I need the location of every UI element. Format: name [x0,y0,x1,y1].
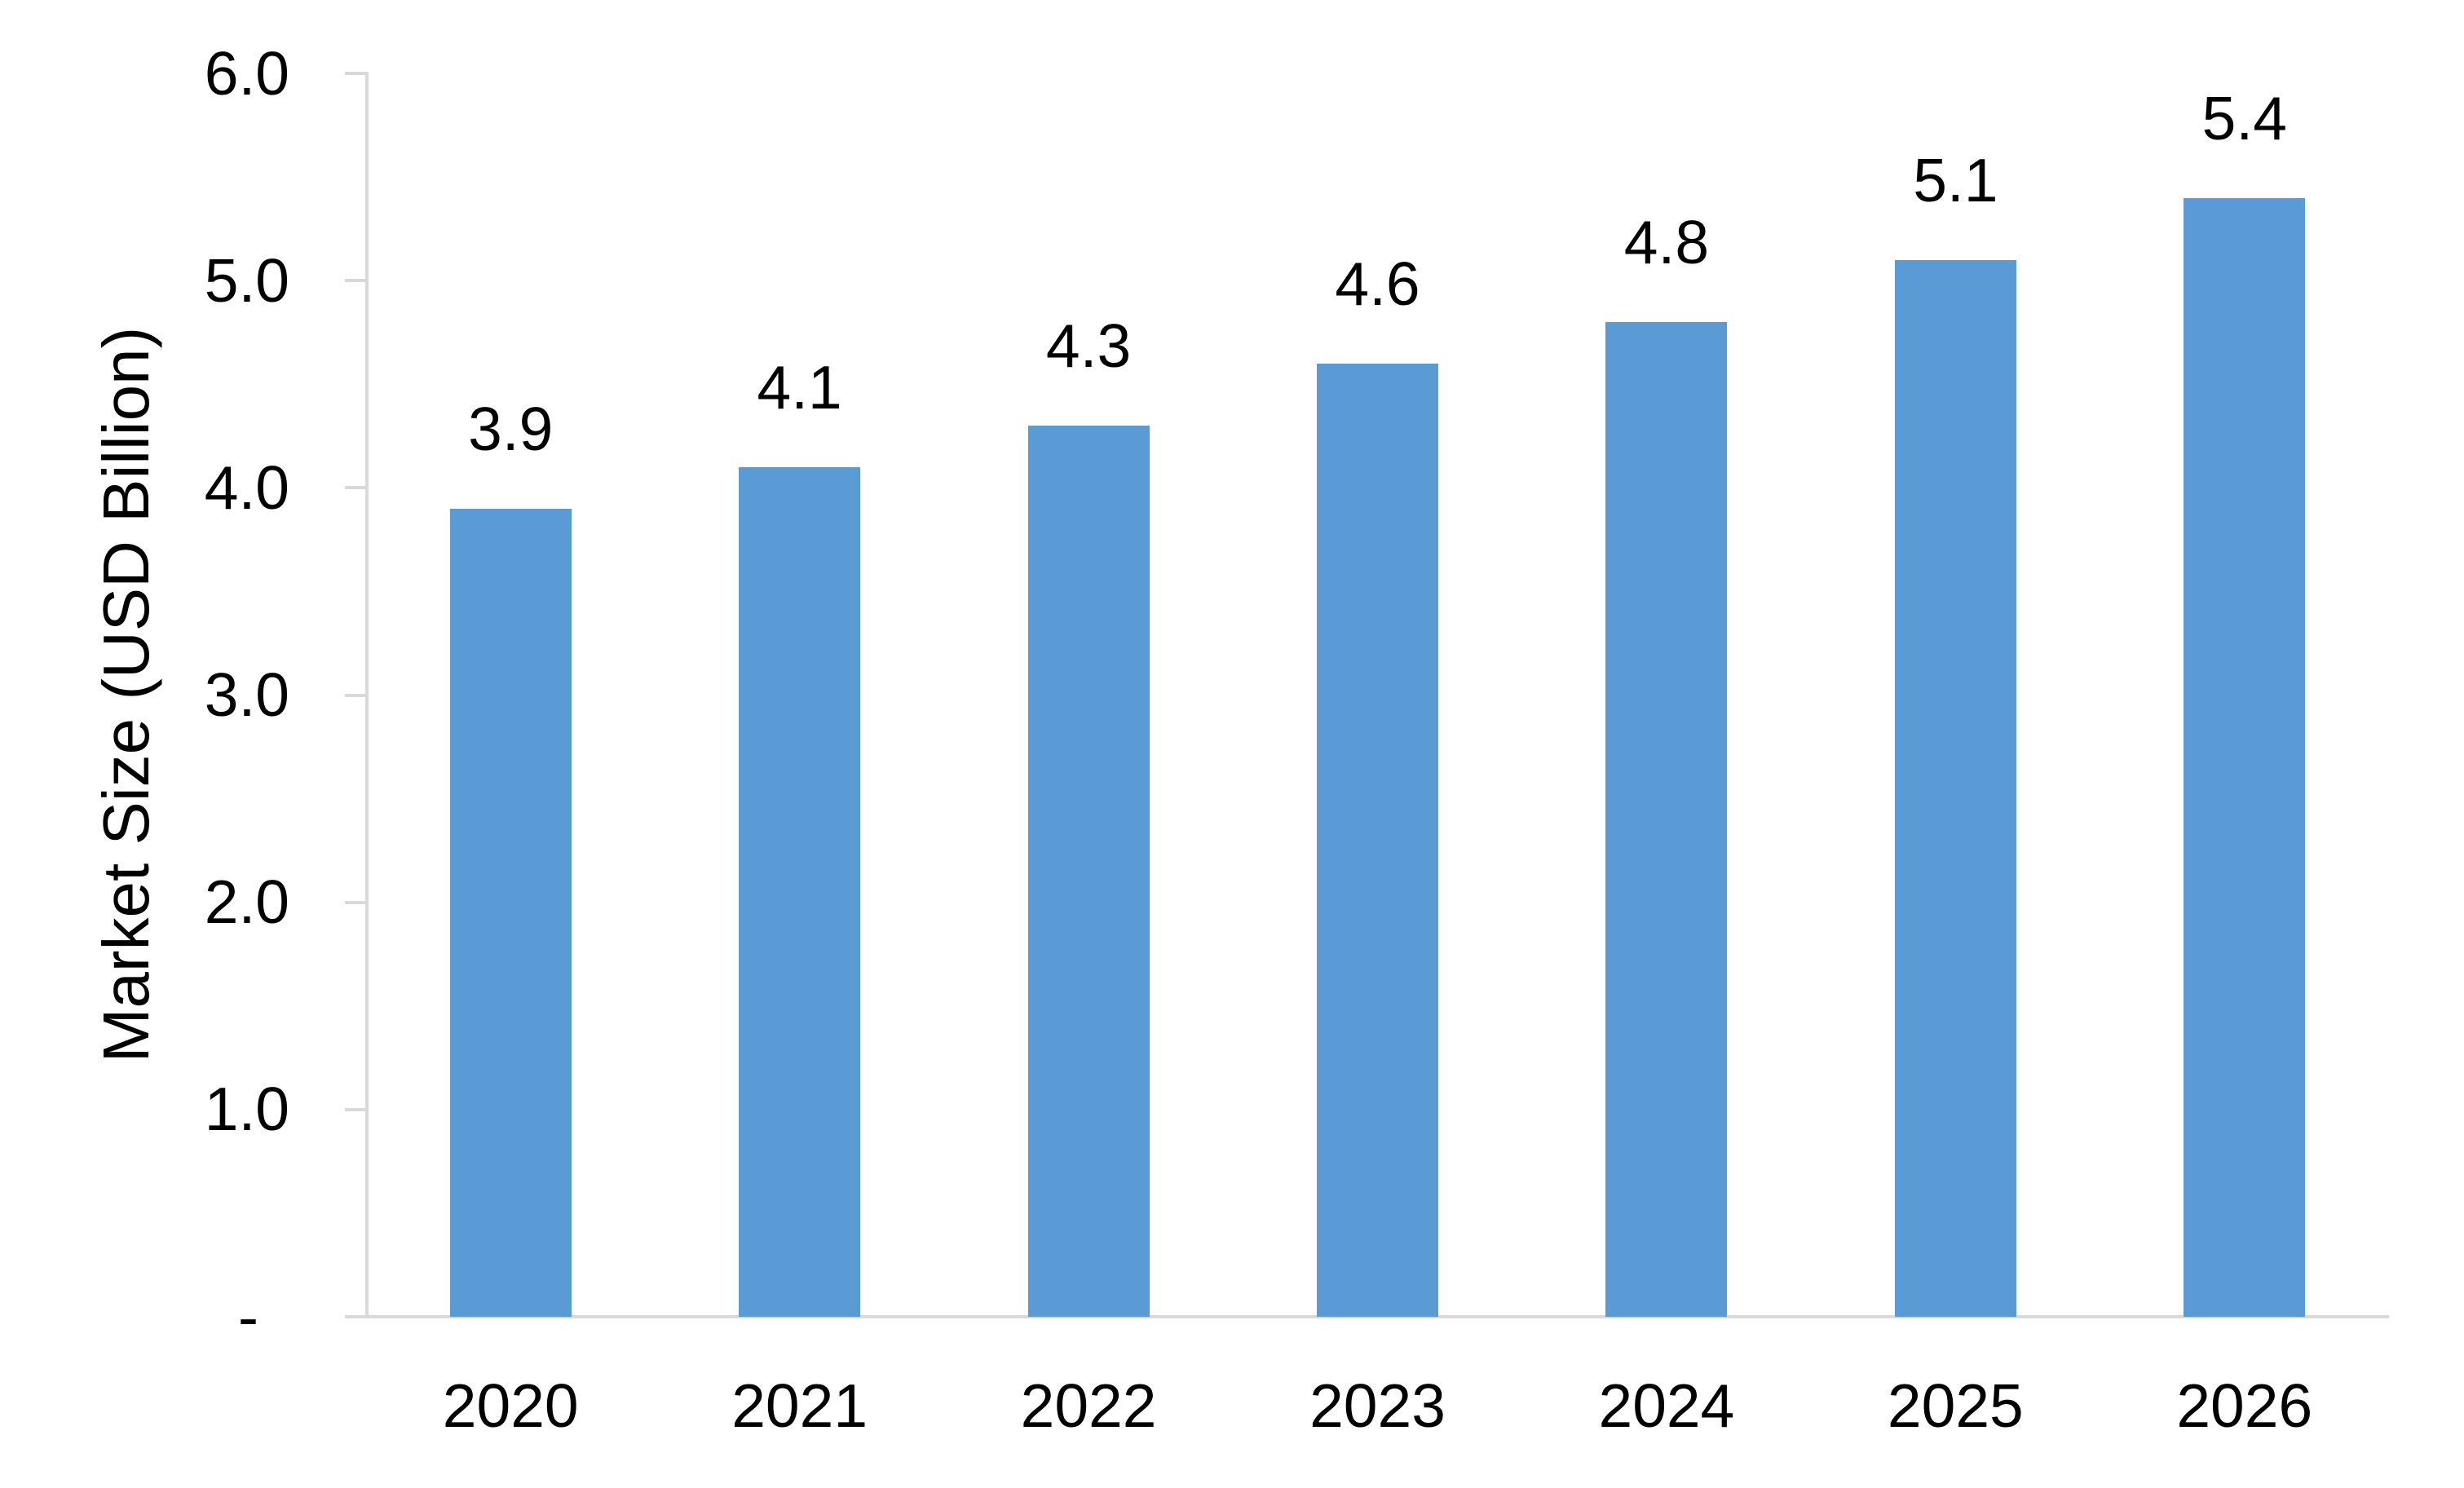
bar-value-label: 4.3 [1045,311,1132,381]
bar-2025 [1894,259,2016,1317]
x-category-label: 2022 [1020,1371,1157,1440]
x-category-label: 2023 [1309,1371,1446,1440]
bar-2026 [2184,197,2306,1317]
y-tick-label: 5.0 [204,245,289,315]
bar-2023 [1317,363,1438,1317]
y-tick-mark [345,72,366,75]
y-tick-mark [345,1107,366,1111]
bar-2022 [1027,426,1150,1317]
y-tick-label: 6.0 [204,38,289,108]
y-tick-mark [345,486,366,490]
bar-2024 [1605,322,1728,1317]
x-category-label: 2020 [442,1371,579,1440]
x-category-label: 2021 [731,1371,868,1440]
bar-value-label: 4.8 [1623,208,1710,276]
y-tick-mark [345,900,366,904]
y-tick-mark [345,693,366,697]
bar-value-label: 5.4 [2201,83,2287,152]
y-tick-label: - [238,1282,258,1351]
y-tick-mark [345,279,366,283]
x-category-label: 2024 [1598,1371,1735,1440]
y-tick-label: 2.0 [204,868,289,937]
y-axis-line [365,72,369,1318]
y-tick-mark [345,1315,366,1318]
bar-value-label: 4.6 [1335,249,1420,318]
bar-value-label: 3.9 [468,394,554,463]
y-tick-label: 3.0 [204,660,289,729]
bar-value-label: 5.1 [1913,145,1998,214]
bar-2020 [449,508,572,1317]
plot-area: 3.9 4.1 4.3 4.6 4.8 5.1 5.4 [366,73,2389,1317]
x-axis-line [345,1315,2389,1318]
y-tick-label: 1.0 [204,1075,289,1144]
bar-2021 [739,466,861,1317]
x-category-label: 2026 [2176,1371,2313,1440]
y-tick-label: 4.0 [204,453,289,522]
bar-value-label: 4.1 [757,352,842,422]
x-category-label: 2025 [1887,1371,2024,1440]
